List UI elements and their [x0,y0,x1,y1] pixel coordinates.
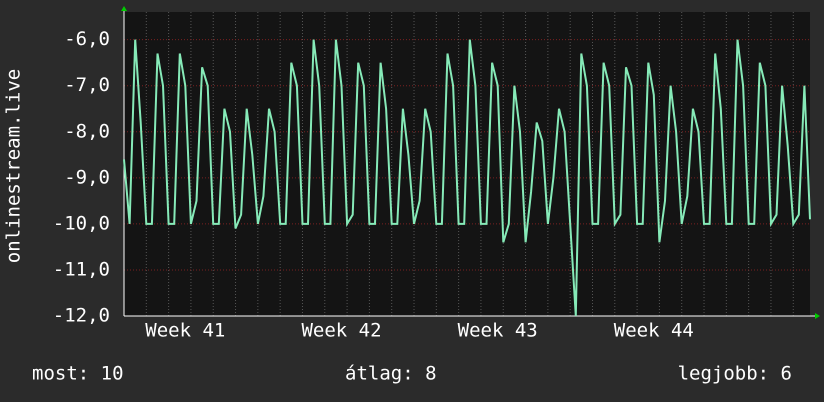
y-tick-label: -10,0 [53,212,110,234]
footer-best: legjobb: 6 [678,363,792,385]
y-tick-label: -6,0 [64,28,110,50]
footer-current: most: 10 [32,363,124,385]
y-tick-label: -8,0 [64,120,110,142]
y-tick-label: -9,0 [64,166,110,188]
y-tick-label: -7,0 [64,74,110,96]
series-line [123,39,811,317]
y-tick-label: -12,0 [53,305,110,327]
y-axis-label: onlinestream.live [3,69,25,263]
x-tick-label: Week 44 [614,320,694,342]
x-tick-label: Week 43 [458,320,538,342]
x-tick-label: Week 42 [301,320,381,342]
axis-arrow [815,313,820,319]
footer-average: átlag: 8 [345,363,437,385]
x-tick-label: Week 41 [145,320,225,342]
y-tick-label: -11,0 [53,258,110,280]
axis-arrow [121,6,127,11]
